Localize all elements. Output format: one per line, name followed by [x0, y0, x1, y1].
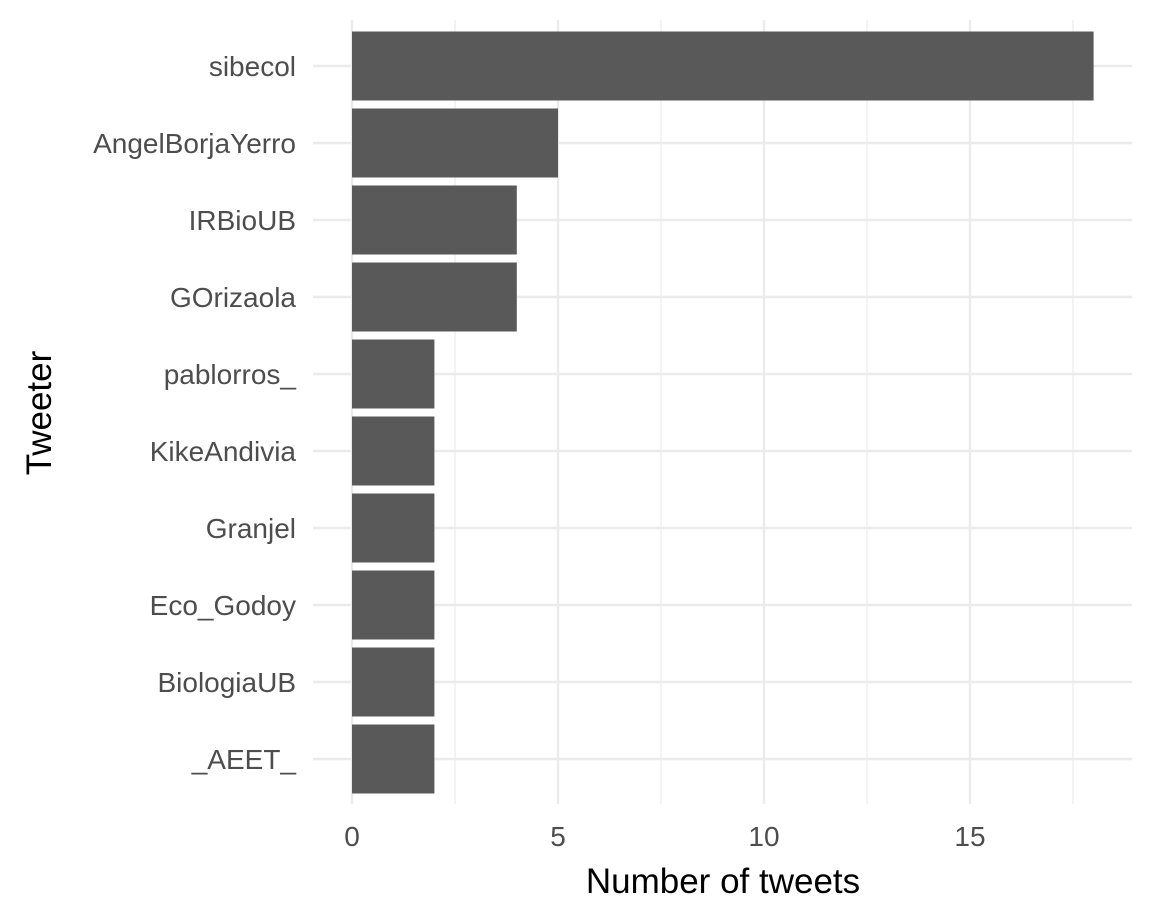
- bar-GOrizaola: [352, 262, 517, 332]
- x-tick-label: 10: [748, 821, 779, 852]
- bar-sibecol: [352, 31, 1094, 101]
- y-tick-label: Eco_Godoy: [150, 590, 296, 621]
- x-tick-labels: 0 5 10 15: [344, 821, 985, 852]
- x-tick-label: 15: [954, 821, 985, 852]
- bar-AngelBorjaYerro: [352, 108, 558, 178]
- y-tick-label: AngelBorjaYerro: [93, 128, 296, 159]
- x-tick-label: 5: [550, 821, 566, 852]
- bar-pablorros_: [352, 339, 435, 409]
- y-tick-label: pablorros_: [164, 359, 297, 390]
- y-tick-label: KikeAndivia: [150, 436, 297, 467]
- y-tick-label: _AEET_: [191, 744, 297, 775]
- x-tick-label: 0: [344, 821, 360, 852]
- bar-Granjel: [352, 493, 435, 563]
- y-tick-label: BiologiaUB: [157, 667, 296, 698]
- bar-Eco_Godoy: [352, 570, 435, 640]
- bar-IRBioUB: [352, 185, 517, 255]
- bar-layer: [352, 31, 1094, 794]
- bar-KikeAndivia: [352, 416, 435, 486]
- y-tick-label: sibecol: [209, 51, 296, 82]
- y-tick-labels: sibecol AngelBorjaYerro IRBioUB GOrizaola pa…: [93, 51, 296, 775]
- bar-_AEET_: [352, 724, 435, 794]
- y-tick-label: IRBioUB: [189, 205, 296, 236]
- y-tick-label: GOrizaola: [170, 282, 296, 313]
- y-axis-title: Tweeter: [20, 350, 59, 475]
- x-axis-title: Number of tweets: [586, 862, 860, 901]
- y-tick-label: Granjel: [206, 513, 296, 544]
- bar-BiologiaUB: [352, 647, 435, 717]
